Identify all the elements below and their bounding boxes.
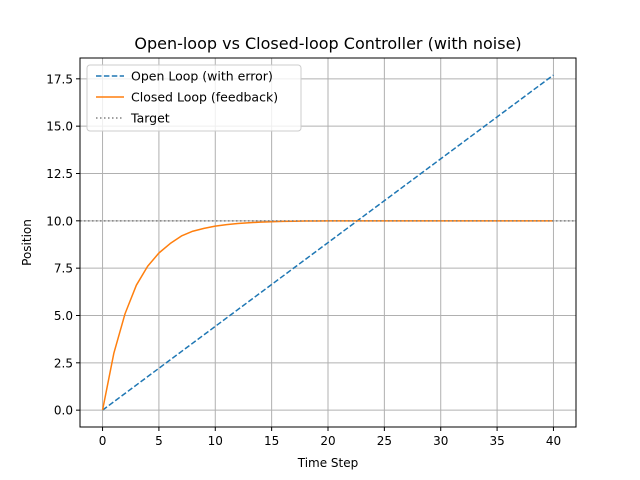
x-axis-label: Time Step xyxy=(297,456,359,470)
y-tick-label: 12.5 xyxy=(46,167,73,181)
grid xyxy=(80,58,576,427)
legend-label: Closed Loop (feedback) xyxy=(131,90,278,105)
y-tick-label: 0.0 xyxy=(54,404,73,418)
y-tick-label: 7.5 xyxy=(54,262,73,276)
y-tick-label: 5.0 xyxy=(54,309,73,323)
y-axis-label: Position xyxy=(20,219,34,266)
x-tick-label: 10 xyxy=(208,434,223,448)
y-axis: 0.0 2.5 5.0 7.5 10.0 12.5 15.0 17.5 xyxy=(46,72,80,418)
legend-box xyxy=(86,64,302,132)
x-tick-label: 15 xyxy=(264,434,279,448)
x-tick-label: 25 xyxy=(377,434,392,448)
x-tick-label: 30 xyxy=(433,434,448,448)
legend: Open Loop (with error) Closed Loop (feedb… xyxy=(86,64,302,132)
legend-label: Open Loop (with error) xyxy=(131,69,273,84)
open-loop-line xyxy=(102,74,554,411)
series-layer xyxy=(80,74,576,411)
x-axis: 0 5 10 15 20 25 30 35 40 xyxy=(99,427,561,448)
x-tick-label: 5 xyxy=(155,434,163,448)
y-tick-label: 17.5 xyxy=(46,72,73,86)
chart-title: Open-loop vs Closed-loop Controller (wit… xyxy=(134,34,521,53)
x-tick-label: 35 xyxy=(489,434,504,448)
x-tick-label: 20 xyxy=(320,434,335,448)
x-tick-label: 40 xyxy=(546,434,561,448)
y-tick-label: 15.0 xyxy=(46,120,73,134)
x-tick-label: 0 xyxy=(99,434,107,448)
y-tick-label: 2.5 xyxy=(54,356,73,370)
y-tick-label: 10.0 xyxy=(46,214,73,228)
legend-label: Target xyxy=(130,111,170,126)
